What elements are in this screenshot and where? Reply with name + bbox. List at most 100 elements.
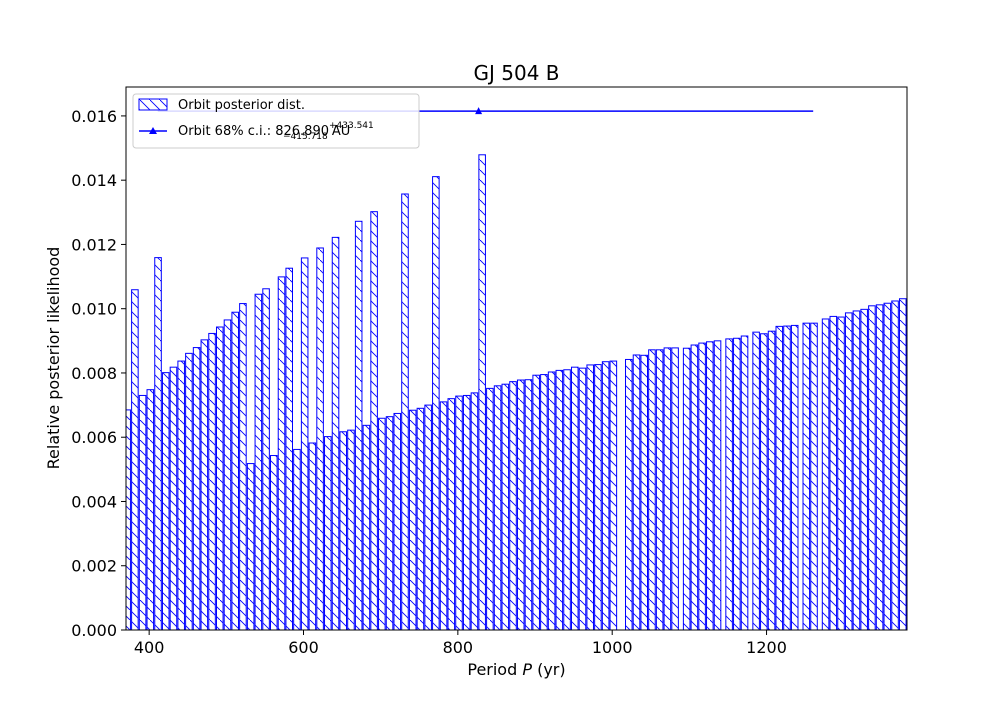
histogram-bar (440, 402, 447, 630)
histogram-bar (784, 326, 791, 630)
histogram-bar (170, 367, 177, 630)
histogram-bar (587, 365, 594, 630)
legend-hist-label: Orbit posterior dist. (178, 98, 305, 113)
histogram-bar (448, 399, 455, 630)
histogram-bar (155, 258, 162, 630)
y-tick-label: 0.010 (71, 300, 117, 319)
histogram-bar (892, 301, 899, 630)
histogram-bar (340, 432, 347, 630)
histogram-bar (803, 323, 810, 630)
histogram-bar (147, 390, 154, 630)
histogram-bar (899, 299, 906, 630)
bars-layer (124, 155, 906, 630)
histogram-bar (271, 456, 278, 630)
histogram-bar (884, 303, 891, 630)
y-axis: 0.000 0.002 0.004 0.006 0.008 0.010 0.012 0.014… (71, 107, 126, 640)
histogram-bar (124, 410, 131, 630)
histogram-bar (564, 370, 571, 630)
histogram-bar (741, 336, 748, 630)
histogram-bar (753, 332, 760, 630)
histogram-bar (193, 348, 200, 630)
histogram-bar (409, 410, 416, 630)
histogram-bar (861, 309, 868, 630)
x-axis-label: Period P (yr) (467, 660, 565, 679)
x-tick-label: 800 (443, 638, 474, 657)
histogram-bar (186, 353, 193, 630)
histogram-bar (707, 342, 714, 630)
histogram-bar (433, 177, 440, 630)
histogram-bar (379, 418, 386, 630)
histogram-bar (162, 373, 169, 630)
y-tick-label: 0.002 (71, 557, 117, 576)
histogram-bar (691, 345, 698, 630)
histogram-bar (286, 268, 293, 630)
histogram-bar (224, 320, 231, 630)
histogram-bar (626, 359, 633, 630)
histogram-bar (425, 405, 432, 630)
y-tick-label: 0.008 (71, 364, 117, 383)
x-tick-label: 600 (288, 638, 319, 657)
histogram-bar (363, 425, 370, 630)
legend-ci-label: Orbit 68% c.i.: 826.890+433.541 −415.718 … (178, 121, 374, 142)
histogram-bar (876, 305, 883, 630)
histogram-bar (822, 319, 829, 630)
histogram-bar (699, 343, 706, 630)
histogram-bar (216, 327, 223, 630)
histogram-bar (845, 313, 852, 630)
histogram-bar (294, 449, 301, 630)
x-tick-label: 1200 (746, 638, 787, 657)
histogram-bar (517, 380, 524, 630)
x-tick-label: 1000 (592, 638, 633, 657)
histogram-bar (394, 413, 401, 630)
histogram-bar (571, 367, 578, 630)
histogram-bar (656, 350, 663, 630)
histogram-bar (371, 212, 378, 630)
histogram-bar (139, 395, 146, 630)
histogram-bar (556, 370, 563, 630)
histogram-bar (132, 290, 139, 630)
histogram-bar (278, 277, 285, 630)
histogram-bar (768, 331, 775, 630)
histogram-bar (332, 237, 339, 630)
legend: Orbit posterior dist. Orbit 68% c.i.: 82… (133, 94, 419, 148)
histogram-bar (533, 375, 540, 630)
y-tick-label: 0.016 (71, 107, 117, 126)
histogram-bar (683, 348, 690, 630)
histogram-bar (791, 325, 798, 630)
histogram-bar (664, 348, 671, 630)
histogram-bar (456, 396, 463, 630)
histogram-bar (325, 437, 332, 630)
histogram-bar (761, 334, 768, 630)
histogram-bar (417, 408, 424, 630)
y-tick-label: 0.004 (71, 492, 117, 511)
histogram-bar (811, 323, 818, 630)
histogram-bar (579, 368, 586, 630)
histogram-bar (602, 362, 609, 630)
histogram-bar (595, 365, 602, 630)
y-tick-label: 0.012 (71, 235, 117, 254)
histogram-bar (317, 248, 324, 630)
histogram-bar (633, 355, 640, 630)
y-axis-label: Relative posterior likelihood (44, 247, 63, 470)
histogram-bar (853, 311, 860, 630)
histogram-bar (479, 155, 486, 630)
x-tick-label: 400 (134, 638, 165, 657)
histogram-bar (776, 326, 783, 630)
histogram-bar (386, 417, 393, 630)
histogram-bar (178, 361, 185, 630)
histogram-bar (494, 386, 501, 630)
histogram-bar (726, 339, 733, 630)
histogram-bar (209, 333, 216, 630)
y-tick-label: 0.014 (71, 171, 117, 190)
histogram-bar (309, 443, 316, 630)
histogram-bar (525, 380, 532, 630)
histogram-bar (355, 221, 362, 630)
histogram-bar (247, 464, 254, 630)
histogram-bar (510, 382, 517, 630)
y-tick-label: 0.000 (71, 621, 117, 640)
chart-title: GJ 504 B (473, 61, 559, 85)
histogram-bar (232, 312, 239, 630)
y-tick-label: 0.006 (71, 428, 117, 447)
histogram-bar (734, 338, 741, 630)
